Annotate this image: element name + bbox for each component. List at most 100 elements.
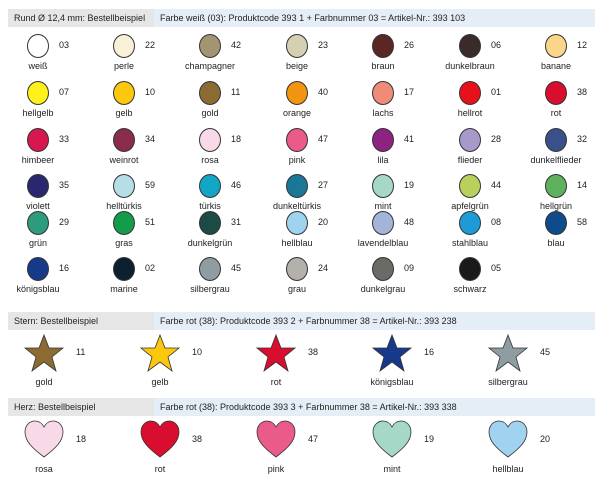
round-swatch: 12 banane <box>541 34 604 74</box>
color-name: hellgelb <box>22 108 54 118</box>
color-name: silbergrau <box>190 284 230 294</box>
color-name: helltürkis <box>106 201 142 211</box>
round-swatch: 11 gold <box>199 81 279 121</box>
color-dot <box>27 211 49 235</box>
heart-header: Herz: Bestellbeispiel Farbe rot (38): Pr… <box>8 398 595 416</box>
color-dot <box>286 211 308 235</box>
color-dot <box>459 81 481 105</box>
color-name: braun <box>371 61 395 71</box>
color-number: 18 <box>76 434 87 444</box>
heart-swatch: 47 pink <box>256 420 366 480</box>
color-name: rot <box>270 377 282 387</box>
color-name: hellblau <box>492 464 524 474</box>
color-number: 28 <box>491 134 502 144</box>
color-dot <box>286 257 308 281</box>
star-icon <box>372 333 412 373</box>
heart-title: Herz: Bestellbeispiel <box>8 398 154 416</box>
color-dot <box>372 81 394 105</box>
color-number: 38 <box>192 434 203 444</box>
star-order-example: Farbe rot (38): Produktcode 393 2 + Farb… <box>154 312 595 330</box>
round-swatch: 59 helltürkis <box>106 174 193 214</box>
color-number: 16 <box>59 263 70 273</box>
color-number: 07 <box>59 87 70 97</box>
heart-swatch: 19 mint <box>372 420 482 480</box>
star-icon <box>488 333 528 373</box>
color-dot <box>113 34 135 58</box>
color-name: rosa <box>201 155 219 165</box>
heart-order-example: Farbe rot (38): Produktcode 393 3 + Farb… <box>154 398 595 416</box>
color-number: 41 <box>404 134 415 144</box>
color-dot <box>199 257 221 281</box>
round-swatch: 22 perle <box>113 34 193 74</box>
color-name: lila <box>377 155 389 165</box>
round-swatch: 08 stahlblau <box>452 211 539 251</box>
round-swatch: 16 königsblau <box>16 257 107 297</box>
round-swatch: 07 hellgelb <box>22 81 107 121</box>
color-name: weinrot <box>109 155 139 165</box>
color-number: 17 <box>404 87 415 97</box>
color-number: 20 <box>540 434 551 444</box>
color-number: 19 <box>404 180 415 190</box>
color-dot <box>199 211 221 235</box>
color-number: 58 <box>577 217 588 227</box>
color-name: champagner <box>184 61 236 71</box>
round-swatch: 41 lila <box>372 128 452 168</box>
color-dot <box>459 128 481 152</box>
color-name: banane <box>540 61 572 71</box>
color-number: 05 <box>491 263 502 273</box>
round-swatch: 44 apfelgrün <box>451 174 539 214</box>
round-swatch: 18 rosa <box>199 128 279 168</box>
color-number: 03 <box>59 40 70 50</box>
color-name: mint <box>374 201 392 211</box>
color-dot <box>372 34 394 58</box>
color-number: 33 <box>59 134 70 144</box>
heart-swatch: 18 rosa <box>24 420 134 480</box>
color-dot <box>372 174 394 198</box>
color-dot <box>459 257 481 281</box>
color-name: weiß <box>28 61 48 71</box>
round-swatch: 02 marine <box>110 257 193 297</box>
color-name: stahlblau <box>451 238 489 248</box>
color-number: 11 <box>76 347 86 357</box>
color-number: 31 <box>231 217 242 227</box>
color-name: orange <box>282 108 312 118</box>
color-name: mint <box>383 464 401 474</box>
color-name: lavendelblau <box>357 238 409 248</box>
color-dot <box>199 174 221 198</box>
round-swatch: 10 gelb <box>113 81 193 121</box>
round-swatch: 40 orange <box>283 81 366 121</box>
color-name: pink <box>288 155 306 165</box>
color-number: 32 <box>577 134 588 144</box>
heart-icon <box>372 420 412 458</box>
round-swatch: 27 dunkeltürkis <box>273 174 366 214</box>
heart-icon <box>256 420 296 458</box>
round-header: Rund Ø 12,4 mm: Bestellbeispiel Farbe we… <box>8 9 595 27</box>
color-dot <box>27 257 49 281</box>
color-number: 45 <box>231 263 242 273</box>
color-dot <box>27 128 49 152</box>
color-name: hellrot <box>457 108 483 118</box>
color-number: 11 <box>231 87 241 97</box>
heart-swatch: 38 rot <box>140 420 250 480</box>
color-name: dunkelflieder <box>530 155 582 165</box>
color-number: 38 <box>577 87 588 97</box>
color-number: 02 <box>145 263 156 273</box>
round-swatch: 05 schwarz <box>453 257 539 297</box>
color-name: türkis <box>199 201 221 211</box>
color-dot <box>545 81 567 105</box>
color-dot <box>286 81 308 105</box>
color-dot <box>27 174 49 198</box>
color-name: himbeer <box>21 155 55 165</box>
color-dot <box>199 128 221 152</box>
round-swatch: 29 grün <box>27 211 107 251</box>
color-number: 38 <box>308 347 319 357</box>
round-swatch: 26 braun <box>371 34 452 74</box>
color-name: grün <box>28 238 47 248</box>
round-swatch: 24 grau <box>286 257 366 297</box>
color-number: 45 <box>540 347 551 357</box>
color-name: hellblau <box>281 238 313 248</box>
color-name: silbergrau <box>488 377 528 387</box>
star-icon <box>24 333 64 373</box>
color-name: flieder <box>457 155 483 165</box>
color-dot <box>27 81 49 105</box>
